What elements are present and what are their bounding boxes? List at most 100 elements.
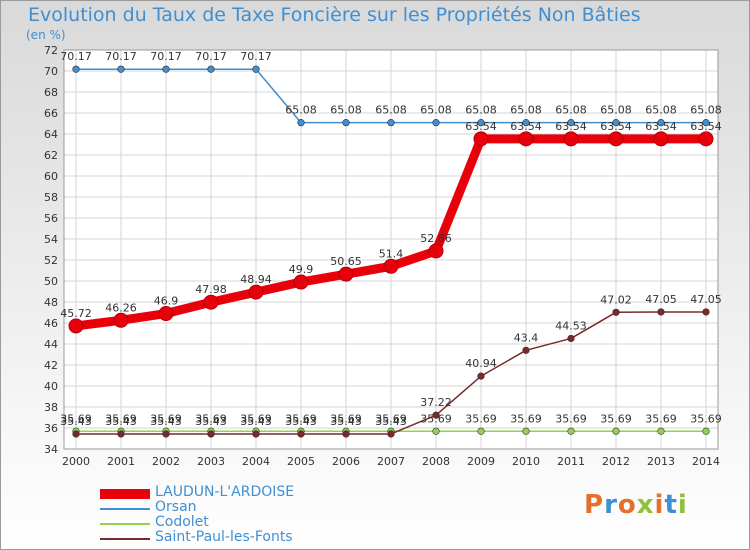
- data-point: [293, 274, 309, 290]
- x-tick-label: 2013: [647, 455, 675, 468]
- y-tick-label: 66: [44, 107, 58, 120]
- data-point: [473, 131, 489, 147]
- data-label: 70.17: [240, 50, 272, 63]
- data-point: [432, 411, 440, 419]
- y-tick-label: 36: [44, 422, 58, 435]
- x-tick-label: 2002: [152, 455, 180, 468]
- data-label: 65.08: [285, 104, 317, 117]
- data-point: [477, 119, 485, 127]
- y-tick-label: 56: [44, 212, 58, 225]
- data-point: [252, 65, 260, 73]
- data-label: 70.17: [60, 50, 92, 63]
- data-label: 70.17: [150, 50, 182, 63]
- data-point: [162, 430, 170, 438]
- x-tick-label: 2010: [512, 455, 540, 468]
- data-label: 35.69: [60, 412, 92, 425]
- y-tick-label: 72: [44, 44, 58, 57]
- data-point: [117, 430, 125, 438]
- data-point: [297, 119, 305, 127]
- data-label: 35.43: [240, 415, 272, 428]
- data-label: 35.69: [510, 412, 542, 425]
- y-tick-label: 70: [44, 65, 58, 78]
- y-tick-label: 48: [44, 296, 58, 309]
- data-label: 35.69: [420, 412, 452, 425]
- data-label: 63.54: [555, 120, 587, 133]
- data-label: 70.17: [195, 50, 227, 63]
- data-point: [432, 119, 440, 127]
- data-label: 63.54: [510, 120, 542, 133]
- data-label: 47.02: [600, 293, 632, 306]
- x-tick-label: 2001: [107, 455, 135, 468]
- x-tick-label: 2004: [242, 455, 270, 468]
- data-label: 35.43: [105, 415, 137, 428]
- data-point: [518, 131, 534, 147]
- data-label: 35.69: [285, 412, 317, 425]
- y-tick-label: 68: [44, 86, 58, 99]
- data-label: 44.53: [555, 319, 587, 332]
- data-label: 43.4: [514, 331, 539, 344]
- data-point: [612, 427, 620, 435]
- data-point: [522, 427, 530, 435]
- x-tick-label: 2007: [377, 455, 405, 468]
- legend-label: LAUDUN-L'ARDOISE: [155, 484, 295, 500]
- x-tick-label: 2011: [557, 455, 585, 468]
- x-tick-label: 2003: [197, 455, 225, 468]
- data-label: 35.69: [330, 412, 362, 425]
- data-label: 35.43: [60, 415, 92, 428]
- data-point: [428, 243, 444, 259]
- data-label: 35.69: [150, 412, 182, 425]
- legend-label: Saint-Paul-les-Fonts: [155, 529, 293, 545]
- data-point: [563, 131, 579, 147]
- data-point: [248, 284, 264, 300]
- data-point: [113, 312, 129, 328]
- data-point: [702, 427, 710, 435]
- legend-swatch: [100, 523, 150, 525]
- data-point: [612, 308, 620, 316]
- data-label: 35.69: [195, 412, 227, 425]
- data-label: 65.08: [375, 104, 407, 117]
- data-label: 35.43: [195, 415, 227, 428]
- data-point: [702, 119, 710, 127]
- data-label: 46.26: [105, 301, 137, 314]
- data-label: 65.08: [600, 104, 632, 117]
- data-label: 48.94: [240, 273, 272, 286]
- y-tick-label: 58: [44, 191, 58, 204]
- legend-label: Codolet: [155, 514, 209, 530]
- data-point: [162, 65, 170, 73]
- y-tick-label: 64: [44, 128, 58, 141]
- data-point: [297, 430, 305, 438]
- data-label: 47.98: [195, 283, 227, 296]
- data-label: 65.08: [645, 104, 677, 117]
- x-tick-label: 2009: [467, 455, 495, 468]
- x-tick-label: 2012: [602, 455, 630, 468]
- y-tick-label: 60: [44, 170, 58, 183]
- y-tick-label: 44: [44, 338, 58, 351]
- data-label: 40.94: [465, 357, 497, 370]
- data-point: [432, 427, 440, 435]
- data-point: [338, 266, 354, 282]
- data-point: [252, 430, 260, 438]
- data-label: 65.08: [420, 104, 452, 117]
- data-label: 47.05: [690, 293, 722, 306]
- y-tick-label: 34: [44, 443, 58, 456]
- data-point: [68, 318, 84, 334]
- data-label: 63.54: [600, 120, 632, 133]
- chart-title: Evolution du Taux de Taxe Foncière sur l…: [28, 4, 641, 26]
- data-label: 50.65: [330, 255, 362, 268]
- data-point: [657, 427, 665, 435]
- x-tick-label: 2000: [62, 455, 90, 468]
- data-point: [342, 119, 350, 127]
- data-label: 35.43: [285, 415, 317, 428]
- data-point: [72, 430, 80, 438]
- data-point: [207, 430, 215, 438]
- data-label: 65.08: [555, 104, 587, 117]
- data-point: [567, 119, 575, 127]
- data-label: 35.69: [690, 412, 722, 425]
- data-label: 35.69: [105, 412, 137, 425]
- data-label: 49.9: [289, 263, 314, 276]
- y-tick-label: 62: [44, 149, 58, 162]
- data-label: 35.69: [555, 412, 587, 425]
- data-label: 51.4: [379, 247, 404, 260]
- data-point: [207, 65, 215, 73]
